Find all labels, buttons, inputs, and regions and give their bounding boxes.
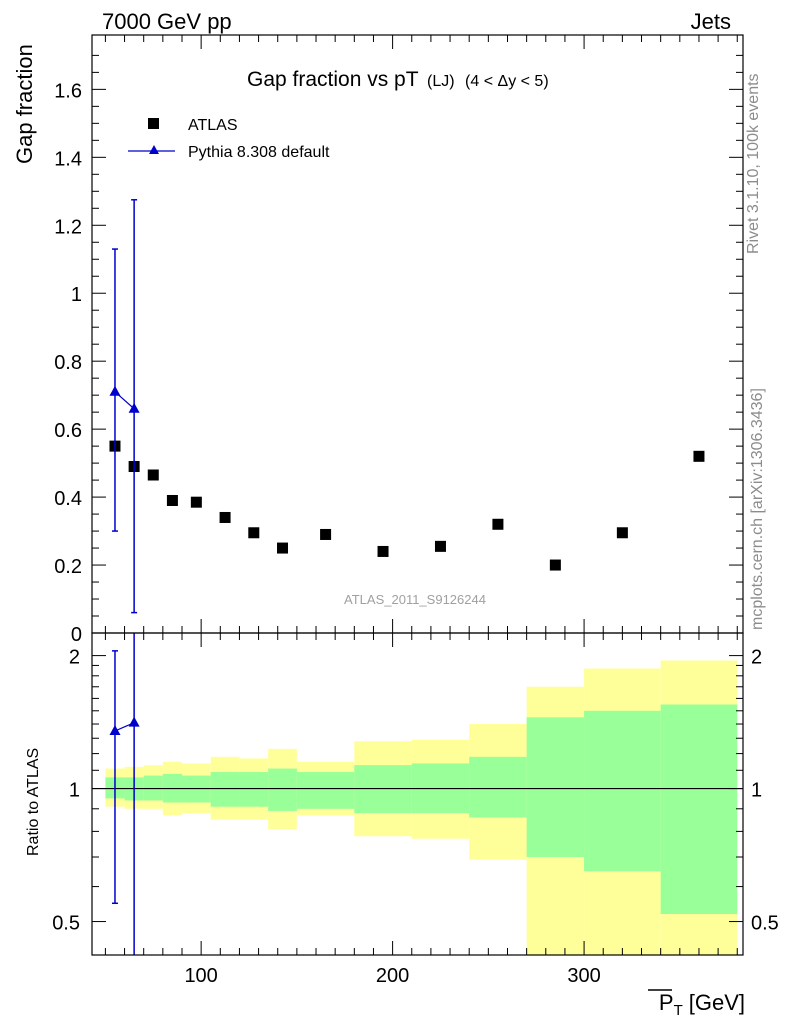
main-y-axis: 0 0.2 0.4 0.6 0.8 1 1.2 1.4 1.6 (54, 54, 743, 646)
ratio-y-tick-label-right: 1 (751, 780, 762, 802)
main-y-tick-label: 0.6 (54, 420, 82, 442)
ratio-y-tick-label-right: 0.5 (751, 913, 779, 935)
atlas-data-point (434, 540, 446, 552)
ratio-inner-band (210, 772, 240, 807)
ratio-inner-band (239, 772, 269, 807)
legend-pythia-label: Pythia 8.308 default (188, 144, 330, 161)
ratio-inner-band (469, 756, 527, 818)
atlas-data-point (147, 469, 159, 481)
atlas-data-point (492, 518, 504, 530)
chart-title-main: Gap fraction vs pT (247, 68, 419, 91)
x-axis-label-sub: T (674, 1002, 683, 1019)
legend-atlas-marker (148, 118, 159, 129)
chart-title-sub: (LJ) (427, 73, 455, 90)
ratio-y-axis-label: Ratio to ATLAS (25, 748, 42, 856)
pythia-data-point (128, 402, 140, 413)
ratio-x-tick-label: 200 (376, 965, 409, 987)
ratio-inner-band (296, 772, 355, 809)
main-x-ticks (104, 35, 738, 633)
header-collision: 7000 GeV pp (102, 9, 232, 34)
main-y-tick-label: 1.2 (54, 216, 82, 238)
main-y-tick-label: 1 (71, 284, 82, 306)
ratio-y-tick-label: 0.5 (52, 913, 80, 935)
legend-pythia-marker (149, 145, 159, 154)
main-y-tick-label: 1.4 (54, 148, 82, 170)
mcplots-credit-label: mcplots.cern.ch [arXiv:1306.3436] (749, 388, 766, 630)
legend: ATLAS Pythia 8.308 default (128, 117, 330, 161)
atlas-data-point (277, 542, 289, 554)
atlas-data-point (377, 545, 389, 557)
ratio-inner-band (268, 768, 297, 811)
ratio-x-tick-label: 100 (184, 965, 217, 987)
main-y-tick-label: 1.6 (54, 80, 82, 102)
atlas-data-point (693, 450, 705, 462)
main-y-tick-label: 0.2 (54, 556, 82, 578)
ratio-x-tick-label: 300 (567, 965, 600, 987)
analysis-watermark: ATLAS_2011_S9126244 (344, 592, 486, 607)
atlas-data-point (320, 528, 332, 540)
main-y-tick-label: 0.4 (54, 488, 82, 510)
main-y-tick-label: 0.8 (54, 352, 82, 374)
atlas-data-point (219, 511, 231, 523)
atlas-data-point (166, 494, 178, 506)
atlas-data-point (549, 559, 561, 571)
atlas-data-point (190, 496, 202, 508)
x-axis-label: PT [GeV] (659, 990, 745, 1019)
main-y-axis-label: Gap fraction (12, 44, 37, 164)
legend-atlas-label: ATLAS (188, 117, 238, 134)
ratio-inner-band (584, 710, 661, 872)
ratio-inner-band (526, 717, 585, 858)
ratio-y-axis: 0.5 0.5 1 1 2 2 (52, 647, 779, 935)
ratio-pythia-point (109, 724, 121, 735)
x-axis-label-unit: [GeV] (689, 990, 745, 1015)
ratio-panel-frame (91, 632, 744, 956)
ratio-y-tick-label: 1 (69, 780, 80, 802)
ratio-y-tick-label-right: 2 (751, 647, 762, 669)
pythia-data-point (109, 385, 121, 396)
ratio-inner-band (660, 704, 738, 915)
x-axis-label-main: P (659, 990, 674, 1015)
header-category: Jets (691, 9, 731, 34)
chart-title-cut: (4 < Δy < 5) (465, 73, 549, 90)
atlas-data-point (616, 527, 628, 539)
atlas-data-point (248, 527, 260, 539)
ratio-pythia-point (128, 716, 140, 727)
ratio-panel: 0.5 0.5 1 1 2 2 100 200 300 (52, 632, 779, 987)
rivet-version-label: Rivet 3.1.10, 100k events (745, 73, 762, 254)
chart-title: Gap fraction vs pT (LJ) (4 < Δy < 5) (247, 68, 549, 91)
ratio-y-tick-label: 2 (69, 647, 80, 669)
main-y-tick-label: 0 (71, 624, 82, 646)
ratio-x-axis: 100 200 300 (104, 633, 738, 987)
main-panel: 0 0.2 0.4 0.6 0.8 1 1.2 1.4 1.6 (54, 34, 744, 646)
